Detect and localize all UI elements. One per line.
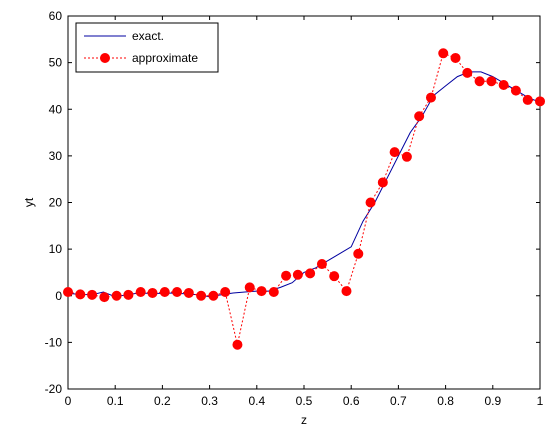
data-point <box>123 289 134 300</box>
data-point <box>196 290 207 301</box>
data-point <box>510 85 521 96</box>
legend-box <box>75 22 219 73</box>
data-point <box>462 67 473 78</box>
x-tick-label: 0.9 <box>484 394 501 408</box>
data-point <box>292 269 303 280</box>
data-point <box>486 76 497 87</box>
x-tick-label: 0.1 <box>107 394 124 408</box>
y-tick-label: 20 <box>49 196 63 210</box>
plot-area: 0 0.1 0.2 0.3 0.4 0.5 0.6 0.7 0.8 0.9 1 -20 -10 0 10 20… <box>45 9 545 408</box>
data-point <box>135 287 146 298</box>
data-point <box>172 287 183 298</box>
data-point <box>498 80 509 91</box>
series-line-1 <box>67 71 541 298</box>
x-tick-label: 0.7 <box>390 394 407 408</box>
x-tick-label: 0.8 <box>437 394 454 408</box>
data-point <box>147 287 158 298</box>
data-point <box>305 268 316 279</box>
x-tick-label: 0.6 <box>343 394 360 408</box>
x-tick-label: 0.4 <box>248 394 265 408</box>
data-point <box>183 287 194 298</box>
data-point <box>159 287 170 298</box>
data-point <box>341 286 352 297</box>
data-point <box>208 290 219 301</box>
x-tick-label: 0.5 <box>296 394 313 408</box>
y-tick-label: 50 <box>49 56 63 70</box>
x-tick-label: 0 <box>65 394 72 408</box>
data-point <box>268 287 279 298</box>
data-point <box>450 52 461 63</box>
legend-marker <box>100 53 110 63</box>
y-tick-label: 60 <box>49 9 63 23</box>
x-tick-label: 0.3 <box>201 394 218 408</box>
data-point <box>474 76 485 87</box>
data-point <box>377 177 388 188</box>
data-point <box>316 259 327 270</box>
y-tick-label: 40 <box>49 102 63 116</box>
data-point <box>365 197 376 208</box>
data-point <box>389 147 400 158</box>
data-point <box>281 270 292 281</box>
data-point <box>63 287 73 298</box>
x-tick-label: 0.2 <box>154 394 171 408</box>
y-tick-label: -10 <box>45 335 63 349</box>
y-tick-label: 0 <box>55 289 62 303</box>
y-tick-label: 10 <box>49 242 63 256</box>
legend-label-1: exact. <box>132 29 164 43</box>
data-point <box>111 290 122 301</box>
data-point <box>87 289 98 300</box>
data-point <box>522 94 533 105</box>
y-tick-label: 30 <box>49 149 63 163</box>
data-point <box>401 151 412 162</box>
data-point <box>244 282 255 293</box>
data-point <box>535 96 545 107</box>
x-tick-label: 1 <box>537 394 544 408</box>
data-point <box>414 111 425 122</box>
data-point <box>425 92 436 103</box>
data-point <box>75 289 86 300</box>
data-point <box>256 286 267 297</box>
data-point <box>438 48 449 59</box>
data-point <box>99 292 110 303</box>
data-point <box>220 287 231 298</box>
legend-label-2: approximate <box>132 51 198 65</box>
data-point <box>232 339 243 350</box>
legend: exact. approximate <box>75 22 219 73</box>
y-axis-label: yt <box>22 197 36 207</box>
data-point <box>329 271 340 282</box>
y-tick-label: -20 <box>45 382 63 396</box>
data-point <box>353 248 364 259</box>
x-axis-label: z <box>301 413 307 427</box>
axes-box <box>67 15 541 390</box>
